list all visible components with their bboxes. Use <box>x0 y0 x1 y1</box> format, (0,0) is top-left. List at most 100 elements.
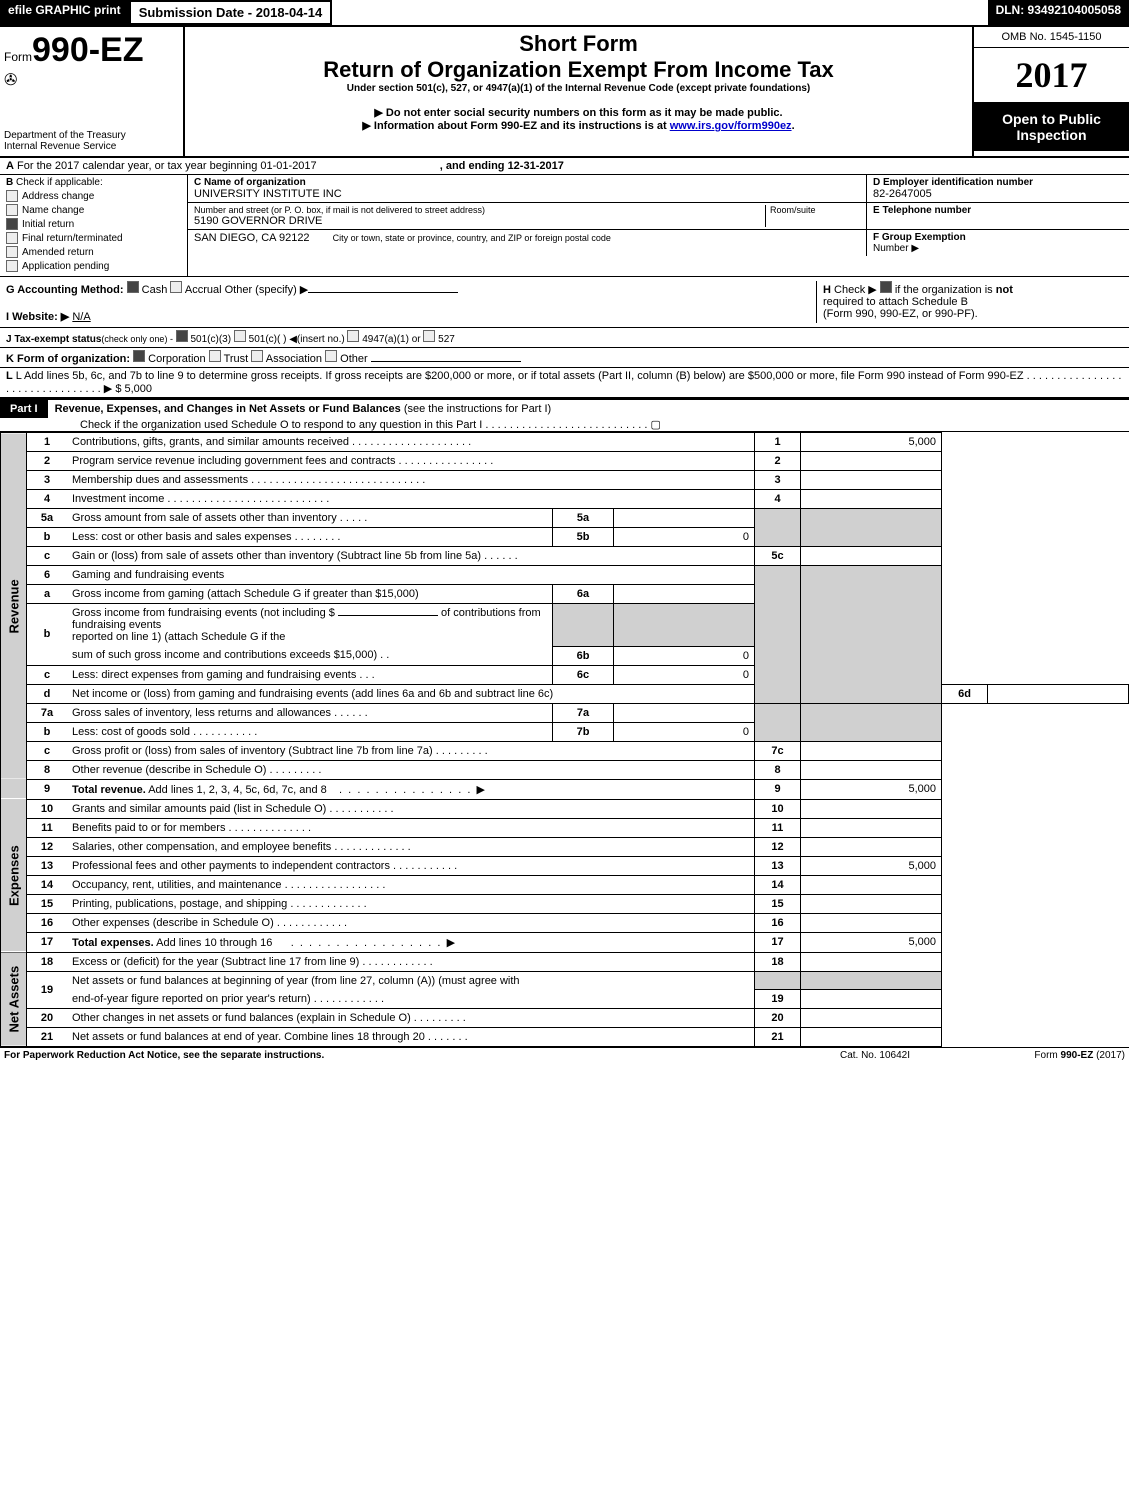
expenses-side-label: Expenses <box>1 799 27 952</box>
cash-label: Cash <box>142 284 168 296</box>
line-8-desc: Other revenue (describe in Schedule O) .… <box>67 760 755 779</box>
checkbox-amended-return[interactable]: Amended return <box>6 246 181 258</box>
section-k-row: K Form of organization: Corporation Trus… <box>0 348 1129 368</box>
open-to-public-box: Open to Public Inspection <box>974 103 1129 151</box>
instructions-link[interactable]: www.irs.gov/form990ez <box>670 120 792 132</box>
line-4-amount <box>801 490 942 509</box>
city-label: City or town, state or province, country… <box>333 233 611 243</box>
line-8: 8Other revenue (describe in Schedule O) … <box>1 760 1129 779</box>
checkbox-icon <box>6 260 18 272</box>
checkbox-icon <box>6 218 18 230</box>
checkbox-icon[interactable] <box>127 281 139 293</box>
header-strip: efile GRAPHIC print Submission Date - 20… <box>0 0 1129 27</box>
omb-number: OMB No. 1545-1150 <box>974 27 1129 48</box>
checkbox-icon <box>6 246 18 258</box>
line-1-desc: Contributions, gifts, grants, and simila… <box>67 433 755 452</box>
line-6d: dNet income or (loss) from gaming and fu… <box>1 684 1129 703</box>
city-value: SAN DIEGO, CA 92122 <box>194 232 310 244</box>
checkbox-icon[interactable] <box>234 330 246 342</box>
k-other-input[interactable] <box>371 361 521 362</box>
part1-header-row: Part I Revenue, Expenses, and Changes in… <box>0 399 1129 432</box>
h-text4: (Form 990, 990-EZ, or 990-PF). <box>823 308 978 320</box>
line-17-desc: Total expenses. Add lines 10 through 16 … <box>67 932 755 952</box>
line-21-amount <box>801 1028 942 1047</box>
checkbox-icon[interactable] <box>423 330 435 342</box>
line-6b-blank[interactable] <box>338 615 438 616</box>
line-5b-sublabel: 5b <box>553 528 614 547</box>
line-6c-desc: Less: direct expenses from gaming and fu… <box>67 665 553 684</box>
checkbox-name-change[interactable]: Name change <box>6 204 181 216</box>
section-d-label: D Employer identification number <box>873 177 1123 188</box>
checkbox-address-change[interactable]: Address change <box>6 190 181 202</box>
section-l-text: L Add lines 5b, 6c, and 7b to line 9 to … <box>6 370 1121 395</box>
checkbox-final-return[interactable]: Final return/terminated <box>6 232 181 244</box>
line-12: 12Salaries, other compensation, and empl… <box>1 837 1129 856</box>
line-8-amount <box>801 760 942 779</box>
line-17: 17Total expenses. Add lines 10 through 1… <box>1 932 1129 952</box>
line-19-2: end-of-year figure reported on prior yea… <box>1 990 1129 1009</box>
section-d-cell: D Employer identification number 82-2647… <box>866 175 1129 202</box>
line-4: 4Investment income . . . . . . . . . . .… <box>1 490 1129 509</box>
line-5a-sublabel: 5a <box>553 509 614 528</box>
line-5a: 5aGross amount from sale of assets other… <box>1 509 1129 528</box>
line-5b-subval: 0 <box>614 528 755 547</box>
right-column: OMB No. 1545-1150 2017 Open to Public In… <box>972 27 1129 156</box>
checkbox-icon[interactable] <box>133 350 145 362</box>
checkbox-initial-return[interactable]: Initial return <box>6 218 181 230</box>
title-column: Short Form Return of Organization Exempt… <box>185 27 972 156</box>
footer-right-year: (2017) <box>1093 1050 1125 1061</box>
section-k-label: K Form of organization: <box>6 353 130 365</box>
line-5c-desc: Gain or (loss) from sale of assets other… <box>67 547 755 566</box>
line-2-desc: Program service revenue including govern… <box>67 452 755 471</box>
form-number-column: Form990-EZ ✇ Department of the Treasury … <box>0 27 185 156</box>
line-19-1: 19Net assets or fund balances at beginni… <box>1 971 1129 990</box>
instructions-link-row: ▶ Information about Form 990-EZ and its … <box>189 119 968 132</box>
part1-title-sub: (see the instructions for Part I) <box>404 403 551 415</box>
city-cell: SAN DIEGO, CA 92122 City or town, state … <box>188 230 866 256</box>
line-12-desc: Salaries, other compensation, and employ… <box>67 837 755 856</box>
line-19-desc: Net assets or fund balances at beginning… <box>67 971 755 990</box>
checkbox-application-pending[interactable]: Application pending <box>6 260 181 272</box>
line-16: 16Other expenses (describe in Schedule O… <box>1 913 1129 932</box>
line-7a-desc: Gross sales of inventory, less returns a… <box>67 703 553 722</box>
ein-value: 82-2647005 <box>873 188 1123 200</box>
checkbox-icon[interactable] <box>347 330 359 342</box>
other-specify-input[interactable] <box>308 292 458 293</box>
line-6-desc: Gaming and fundraising events <box>67 566 755 585</box>
line-6b-pre: Gross income from fundraising events (no… <box>72 607 338 619</box>
line-7b-subval: 0 <box>614 722 755 741</box>
checkbox-icon[interactable] <box>880 281 892 293</box>
checkbox-icon[interactable] <box>209 350 221 362</box>
website-value: N/A <box>72 311 90 323</box>
checkbox-icon <box>6 204 18 216</box>
line-7c-amount <box>801 741 942 760</box>
line-18-amount <box>801 952 942 971</box>
footer-left: For Paperwork Reduction Act Notice, see … <box>4 1050 775 1061</box>
line-15-amount <box>801 894 942 913</box>
section-h: H Check ▶ if the organization is not req… <box>816 281 1123 323</box>
line-7a-subval <box>614 703 755 722</box>
line-6: 6Gaming and fundraising events <box>1 566 1129 585</box>
city-row: SAN DIEGO, CA 92122 City or town, state … <box>188 230 1129 256</box>
k-opt-3: Other <box>340 353 368 365</box>
footer-center: Cat. No. 10642I <box>775 1050 975 1061</box>
line-17-amount: 5,000 <box>801 932 942 952</box>
checkbox-icon[interactable] <box>251 350 263 362</box>
footer-right: Form 990-EZ (2017) <box>975 1050 1125 1061</box>
efile-print-button[interactable]: efile GRAPHIC print <box>0 0 129 25</box>
line-14: 14Occupancy, rent, utilities, and mainte… <box>1 875 1129 894</box>
checkbox-icon[interactable] <box>170 281 182 293</box>
line-9-amount: 5,000 <box>801 779 942 799</box>
street-row: Number and street (or P. O. box, if mail… <box>188 203 1129 230</box>
street-cell: Number and street (or P. O. box, if mail… <box>188 203 866 229</box>
checkbox-icon[interactable] <box>176 330 188 342</box>
k-opt-0: Corporation <box>148 353 205 365</box>
part1-title: Revenue, Expenses, and Changes in Net As… <box>55 403 401 415</box>
final-return-label: Final return/terminated <box>22 233 123 244</box>
line-9-desc: Total revenue. Add lines 1, 2, 3, 4, 5c,… <box>67 779 755 799</box>
line-7b-desc: Less: cost of goods sold . . . . . . . .… <box>67 722 553 741</box>
line-1: Revenue 1Contributions, gifts, grants, a… <box>1 433 1129 452</box>
footer-right-form: 990-EZ <box>1061 1050 1094 1061</box>
checkbox-icon[interactable] <box>325 350 337 362</box>
section-e-label: E Telephone number <box>873 205 1123 216</box>
